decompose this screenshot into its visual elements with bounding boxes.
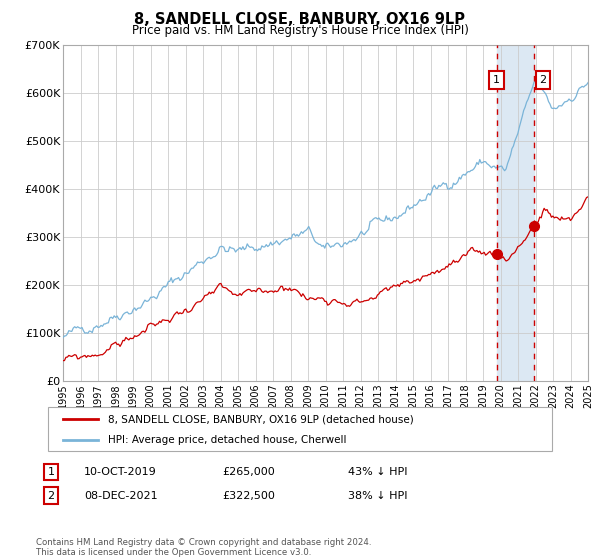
Text: HPI: Average price, detached house, Cherwell: HPI: Average price, detached house, Cher… [109,435,347,445]
Text: £322,500: £322,500 [222,491,275,501]
Text: 10-OCT-2019: 10-OCT-2019 [84,467,157,477]
Text: Contains HM Land Registry data © Crown copyright and database right 2024.
This d: Contains HM Land Registry data © Crown c… [36,538,371,557]
Text: 08-DEC-2021: 08-DEC-2021 [84,491,158,501]
Text: 8, SANDELL CLOSE, BANBURY, OX16 9LP: 8, SANDELL CLOSE, BANBURY, OX16 9LP [134,12,466,27]
Text: 43% ↓ HPI: 43% ↓ HPI [348,467,407,477]
Text: 2: 2 [47,491,55,501]
Bar [497,45,534,381]
FancyBboxPatch shape [48,407,552,451]
Text: 2: 2 [539,75,547,85]
Text: 38% ↓ HPI: 38% ↓ HPI [348,491,407,501]
Text: 1: 1 [47,467,55,477]
Text: 1: 1 [493,75,500,85]
Text: 8, SANDELL CLOSE, BANBURY, OX16 9LP (detached house): 8, SANDELL CLOSE, BANBURY, OX16 9LP (det… [109,414,414,424]
Text: £265,000: £265,000 [222,467,275,477]
Text: Price paid vs. HM Land Registry's House Price Index (HPI): Price paid vs. HM Land Registry's House … [131,24,469,36]
